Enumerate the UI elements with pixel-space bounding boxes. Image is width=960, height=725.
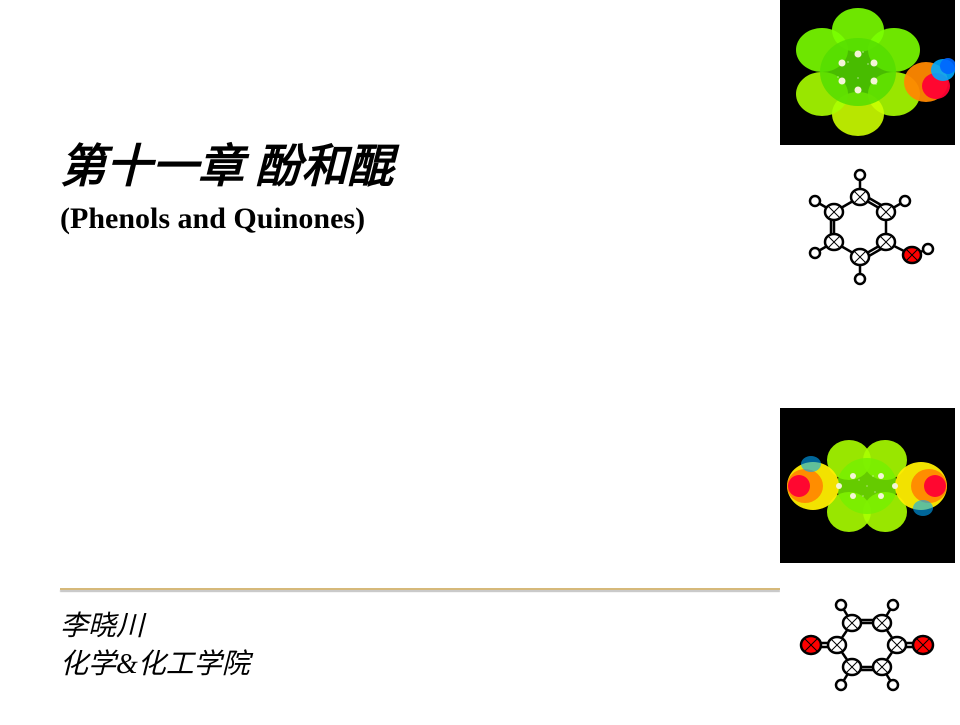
separator-line	[60, 588, 780, 590]
quinone-ortep-image	[780, 570, 955, 720]
title-block: 第十一章 酚和醌 (Phenols and Quinones)	[60, 130, 394, 236]
phenol-ortep-image	[780, 152, 955, 302]
quinone-surface-image	[780, 408, 955, 563]
chapter-title: 第十一章 酚和醌	[60, 130, 394, 196]
author-name: 李晓川	[60, 608, 250, 646]
author-affiliation: 化学&化工学院	[60, 646, 250, 684]
author-block: 李晓川 化学&化工学院	[60, 608, 250, 684]
chapter-subtitle: (Phenols and Quinones)	[60, 202, 394, 236]
phenol-surface-image	[780, 0, 955, 145]
